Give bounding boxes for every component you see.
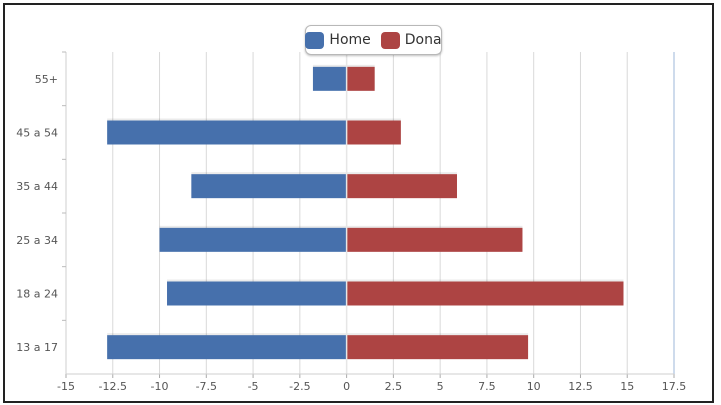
category-label: 55+: [35, 73, 58, 86]
x-tick-label: -2.5: [289, 380, 310, 393]
x-tick-label: -10: [151, 380, 169, 393]
legend-item-home[interactable]: Home: [305, 31, 371, 49]
category-label: 13 a 17: [16, 341, 58, 354]
x-tick-label: 5: [437, 380, 444, 393]
x-tick-label: 17.5: [662, 380, 687, 393]
x-tick-label: -5: [248, 380, 259, 393]
x-tick-label: 2.5: [385, 380, 403, 393]
axes: [62, 51, 675, 378]
legend-label-dona: Dona: [404, 32, 442, 48]
tick-labels: -15 -12.5 -10 -7.5 -5 -2.5 0 2.5 5 7.5 10 12.5 15 17.…: [16, 73, 686, 393]
bar-home[interactable]: [312, 66, 347, 91]
bar-dona[interactable]: [346, 174, 457, 199]
category-label: 45 a 54: [16, 127, 58, 140]
bar-home[interactable]: [167, 281, 347, 306]
category-label: 25 a 34: [16, 234, 58, 247]
x-tick-label: 7.5: [478, 380, 496, 393]
x-tick-label: -12.5: [99, 380, 127, 393]
bar-dona[interactable]: [346, 227, 523, 252]
legend[interactable]: Home Dona: [305, 25, 442, 55]
x-tick-label: -15: [57, 380, 75, 393]
legend-label-home: Home: [329, 32, 371, 48]
home-swatch: [305, 31, 325, 49]
x-tick-label: 12.5: [568, 380, 593, 393]
grid-lines: [65, 52, 675, 374]
bars: [107, 52, 624, 374]
category-label: 35 a 44: [16, 180, 58, 193]
x-tick-label: 15: [620, 380, 634, 393]
x-tick-label: 10: [527, 380, 541, 393]
population-pyramid-chart: -15 -12.5 -10 -7.5 -5 -2.5 0 2.5 5 7.5 10 12.5 15 17.…: [16, 51, 686, 393]
bar-dona[interactable]: [346, 335, 529, 360]
category-label: 18 a 24: [16, 288, 58, 301]
bar-home[interactable]: [191, 174, 347, 199]
x-tick-label: -7.5: [196, 380, 217, 393]
x-tick-label: 0: [343, 380, 350, 393]
bar-dona[interactable]: [346, 281, 624, 306]
bar-home[interactable]: [107, 335, 347, 360]
dona-swatch: [380, 31, 400, 49]
bar-home[interactable]: [159, 227, 347, 252]
legend-item-dona[interactable]: Dona: [380, 31, 442, 49]
bar-home[interactable]: [107, 120, 347, 145]
bar-dona[interactable]: [346, 120, 401, 145]
chart-frame: -15 -12.5 -10 -7.5 -5 -2.5 0 2.5 5 7.5 10 12.5 15 17.…: [3, 3, 714, 403]
bar-dona[interactable]: [346, 66, 375, 91]
